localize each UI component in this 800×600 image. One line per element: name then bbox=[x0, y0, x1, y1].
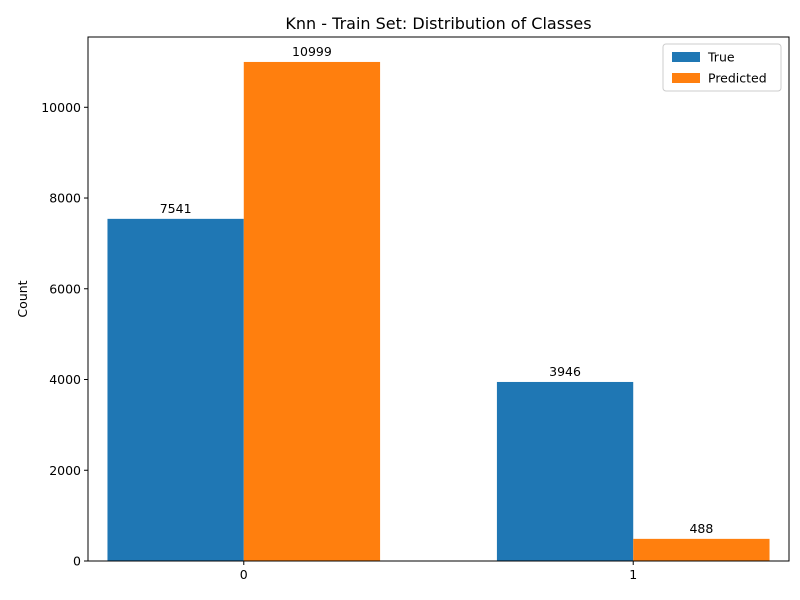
legend-swatch-true bbox=[672, 52, 700, 62]
y-tick-label: 0 bbox=[73, 554, 81, 569]
y-axis: 0 2000 4000 6000 8000 10000 bbox=[41, 100, 88, 569]
data-label-predicted-1: 488 bbox=[689, 521, 713, 536]
bar-predicted-1 bbox=[633, 538, 770, 561]
bar-predicted-0 bbox=[243, 61, 381, 561]
legend-swatch-predicted bbox=[672, 73, 700, 83]
chart-title: Knn - Train Set: Distribution of Classes bbox=[285, 14, 591, 33]
y-tick-label: 6000 bbox=[49, 281, 81, 296]
y-tick-label: 10000 bbox=[41, 100, 81, 115]
y-tick-label: 8000 bbox=[49, 191, 81, 206]
legend-label-true: True bbox=[707, 50, 735, 65]
data-label-predicted-0: 10999 bbox=[292, 44, 332, 59]
x-tick-label: 1 bbox=[629, 567, 637, 582]
data-label-true-1: 3946 bbox=[549, 364, 581, 379]
data-label-true-0: 7541 bbox=[160, 201, 192, 216]
y-axis-label: Count bbox=[15, 280, 30, 317]
bars-group bbox=[107, 61, 770, 562]
bar-true-1 bbox=[496, 381, 634, 561]
legend: True Predicted bbox=[662, 43, 782, 92]
bar-true-0 bbox=[107, 218, 244, 562]
x-tick-label: 0 bbox=[240, 567, 248, 582]
legend-label-predicted: Predicted bbox=[708, 71, 767, 86]
data-labels-group: 7541 3946 10999 488 bbox=[160, 44, 714, 536]
y-tick-label: 4000 bbox=[49, 372, 81, 387]
plot-frame bbox=[87, 36, 790, 562]
y-tick-label: 2000 bbox=[49, 463, 81, 478]
